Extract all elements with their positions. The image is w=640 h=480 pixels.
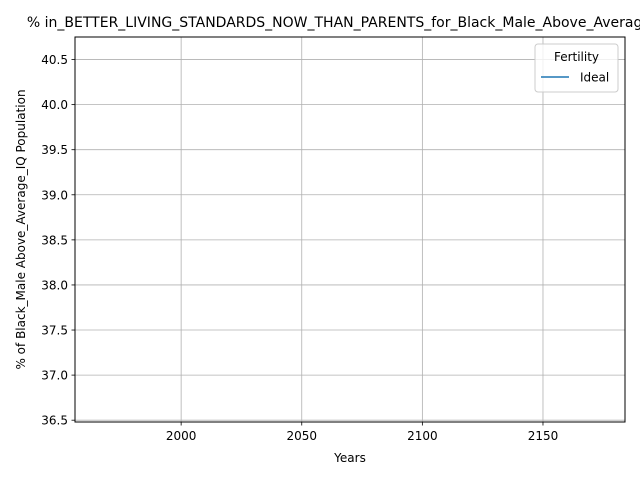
y-axis-label: % of Black_Male Above_Average_IQ Populat…	[14, 89, 28, 369]
legend-label: Ideal	[580, 71, 609, 85]
x-axis-label: Years	[333, 451, 366, 465]
y-tick-label: 40.0	[41, 98, 68, 112]
y-tick-label: 39.5	[41, 143, 68, 157]
y-tick-label: 38.5	[41, 233, 68, 247]
y-tick-label: 38.0	[41, 278, 68, 292]
y-tick-label: 36.5	[41, 414, 68, 428]
legend-title: Fertility	[554, 50, 599, 64]
x-tick-label: 2000	[166, 429, 197, 443]
x-tick-label: 2050	[286, 429, 317, 443]
y-tick-label: 39.0	[41, 188, 68, 202]
y-tick-label: 37.0	[41, 369, 68, 383]
y-tick-label: 40.5	[41, 53, 68, 67]
legend: Fertility Ideal	[535, 44, 618, 92]
x-tick-label: 2150	[528, 429, 559, 443]
y-tick-label: 37.5	[41, 324, 68, 338]
chart-title: % in_BETTER_LIVING_STANDARDS_NOW_THAN_PA…	[27, 15, 640, 31]
x-tick-label: 2100	[407, 429, 438, 443]
